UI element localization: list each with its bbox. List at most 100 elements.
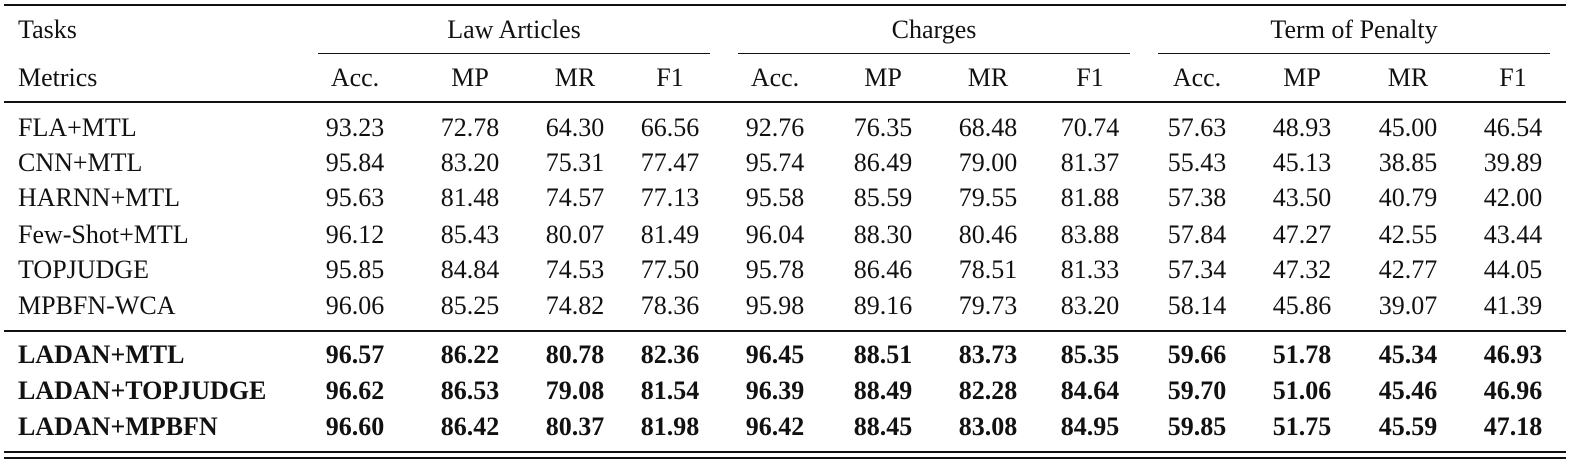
row-name: TOPJUDGE bbox=[18, 255, 149, 284]
cell: 81.48 bbox=[440, 183, 500, 212]
cell: 45.13 bbox=[1272, 148, 1332, 177]
cell: 48.93 bbox=[1272, 113, 1332, 142]
metrics-label: Metrics bbox=[18, 63, 98, 92]
cell: 45.59 bbox=[1378, 412, 1438, 441]
cell: 80.07 bbox=[545, 220, 605, 249]
cell: 41.39 bbox=[1483, 291, 1543, 320]
cell: 96.62 bbox=[325, 376, 385, 405]
cell: 88.51 bbox=[853, 340, 913, 369]
cell: 86.46 bbox=[853, 255, 913, 284]
cell: 40.79 bbox=[1378, 183, 1438, 212]
cell: 80.37 bbox=[545, 412, 605, 441]
cell: 81.98 bbox=[640, 412, 700, 441]
group-header: Law Articles bbox=[447, 15, 581, 44]
cell: 81.33 bbox=[1060, 255, 1120, 284]
group-rule bbox=[1158, 53, 1550, 54]
cell: 92.76 bbox=[745, 113, 805, 142]
cell: 76.35 bbox=[853, 113, 913, 142]
cell: 42.00 bbox=[1483, 183, 1543, 212]
cell: 85.43 bbox=[440, 220, 500, 249]
cell: 78.51 bbox=[958, 255, 1018, 284]
metric-header: MP bbox=[1283, 63, 1321, 92]
cell: 77.13 bbox=[640, 183, 700, 212]
cell: 51.06 bbox=[1272, 376, 1332, 405]
cell: 45.46 bbox=[1378, 376, 1438, 405]
top-rule bbox=[4, 4, 1566, 6]
metric-header: MP bbox=[451, 63, 489, 92]
cell: 83.20 bbox=[1060, 291, 1120, 320]
cell: 96.39 bbox=[745, 376, 805, 405]
metric-header: MR bbox=[554, 63, 596, 92]
cell: 47.18 bbox=[1483, 412, 1543, 441]
cell: 75.31 bbox=[545, 148, 605, 177]
cell: 95.78 bbox=[745, 255, 805, 284]
cell: 84.64 bbox=[1060, 376, 1120, 405]
cell: 81.54 bbox=[640, 376, 700, 405]
cell: 51.78 bbox=[1272, 340, 1332, 369]
cell: 45.34 bbox=[1378, 340, 1438, 369]
cell: 43.50 bbox=[1272, 183, 1332, 212]
bottom-rule bbox=[4, 457, 1566, 459]
cell: 51.75 bbox=[1272, 412, 1332, 441]
cell: 79.55 bbox=[958, 183, 1018, 212]
cell: 81.49 bbox=[640, 220, 700, 249]
row-name: CNN+MTL bbox=[18, 148, 143, 177]
row-name: LADAN+TOPJUDGE bbox=[18, 376, 267, 405]
cell: 72.78 bbox=[440, 113, 500, 142]
cell: 70.74 bbox=[1060, 113, 1120, 142]
cell: 57.34 bbox=[1167, 255, 1227, 284]
cell: 95.98 bbox=[745, 291, 805, 320]
cell: 96.60 bbox=[325, 412, 385, 441]
row-name: LADAN+MTL bbox=[18, 340, 185, 369]
cell: 95.58 bbox=[745, 183, 805, 212]
cell: 95.63 bbox=[325, 183, 385, 212]
row-name: LADAN+MPBFN bbox=[18, 412, 218, 441]
cell: 74.53 bbox=[545, 255, 605, 284]
cell: 95.85 bbox=[325, 255, 385, 284]
cell: 95.84 bbox=[325, 148, 385, 177]
metric-header: Acc. bbox=[1172, 63, 1222, 92]
cell: 57.38 bbox=[1167, 183, 1227, 212]
cell: 46.54 bbox=[1483, 113, 1543, 142]
cell: 82.28 bbox=[958, 376, 1018, 405]
cell: 85.59 bbox=[853, 183, 913, 212]
cell: 79.00 bbox=[958, 148, 1018, 177]
cell: 77.47 bbox=[640, 148, 700, 177]
cell: 96.42 bbox=[745, 412, 805, 441]
group-rule bbox=[738, 53, 1130, 54]
cell: 95.74 bbox=[745, 148, 805, 177]
cell: 47.32 bbox=[1272, 255, 1332, 284]
cell: 85.35 bbox=[1060, 340, 1120, 369]
cell: 47.27 bbox=[1272, 220, 1332, 249]
cell: 43.44 bbox=[1483, 220, 1543, 249]
cell: 88.30 bbox=[853, 220, 913, 249]
metric-header: F1 bbox=[656, 63, 684, 92]
cell: 78.36 bbox=[640, 291, 700, 320]
row-name: FLA+MTL bbox=[18, 113, 137, 142]
cell: 45.00 bbox=[1378, 113, 1438, 142]
bottom-rule bbox=[4, 451, 1566, 453]
cell: 80.46 bbox=[958, 220, 1018, 249]
cell: 96.12 bbox=[325, 220, 385, 249]
cell: 59.85 bbox=[1167, 412, 1227, 441]
cell: 66.56 bbox=[640, 113, 700, 142]
cell: 55.43 bbox=[1167, 148, 1227, 177]
cell: 88.49 bbox=[853, 376, 913, 405]
cell: 57.63 bbox=[1167, 113, 1227, 142]
cell: 59.70 bbox=[1167, 376, 1227, 405]
cell: 46.93 bbox=[1483, 340, 1543, 369]
cell: 85.25 bbox=[440, 291, 500, 320]
group-header: Term of Penalty bbox=[1270, 15, 1438, 44]
cell: 84.84 bbox=[440, 255, 500, 284]
cell: 96.06 bbox=[325, 291, 385, 320]
cell: 84.95 bbox=[1060, 412, 1120, 441]
cell: 74.82 bbox=[545, 291, 605, 320]
metric-header: MR bbox=[967, 63, 1009, 92]
metric-header: MP bbox=[864, 63, 902, 92]
cell: 96.04 bbox=[745, 220, 805, 249]
cell: 88.45 bbox=[853, 412, 913, 441]
cell: 58.14 bbox=[1167, 291, 1227, 320]
header-rule bbox=[4, 101, 1566, 103]
cell: 39.89 bbox=[1483, 148, 1543, 177]
